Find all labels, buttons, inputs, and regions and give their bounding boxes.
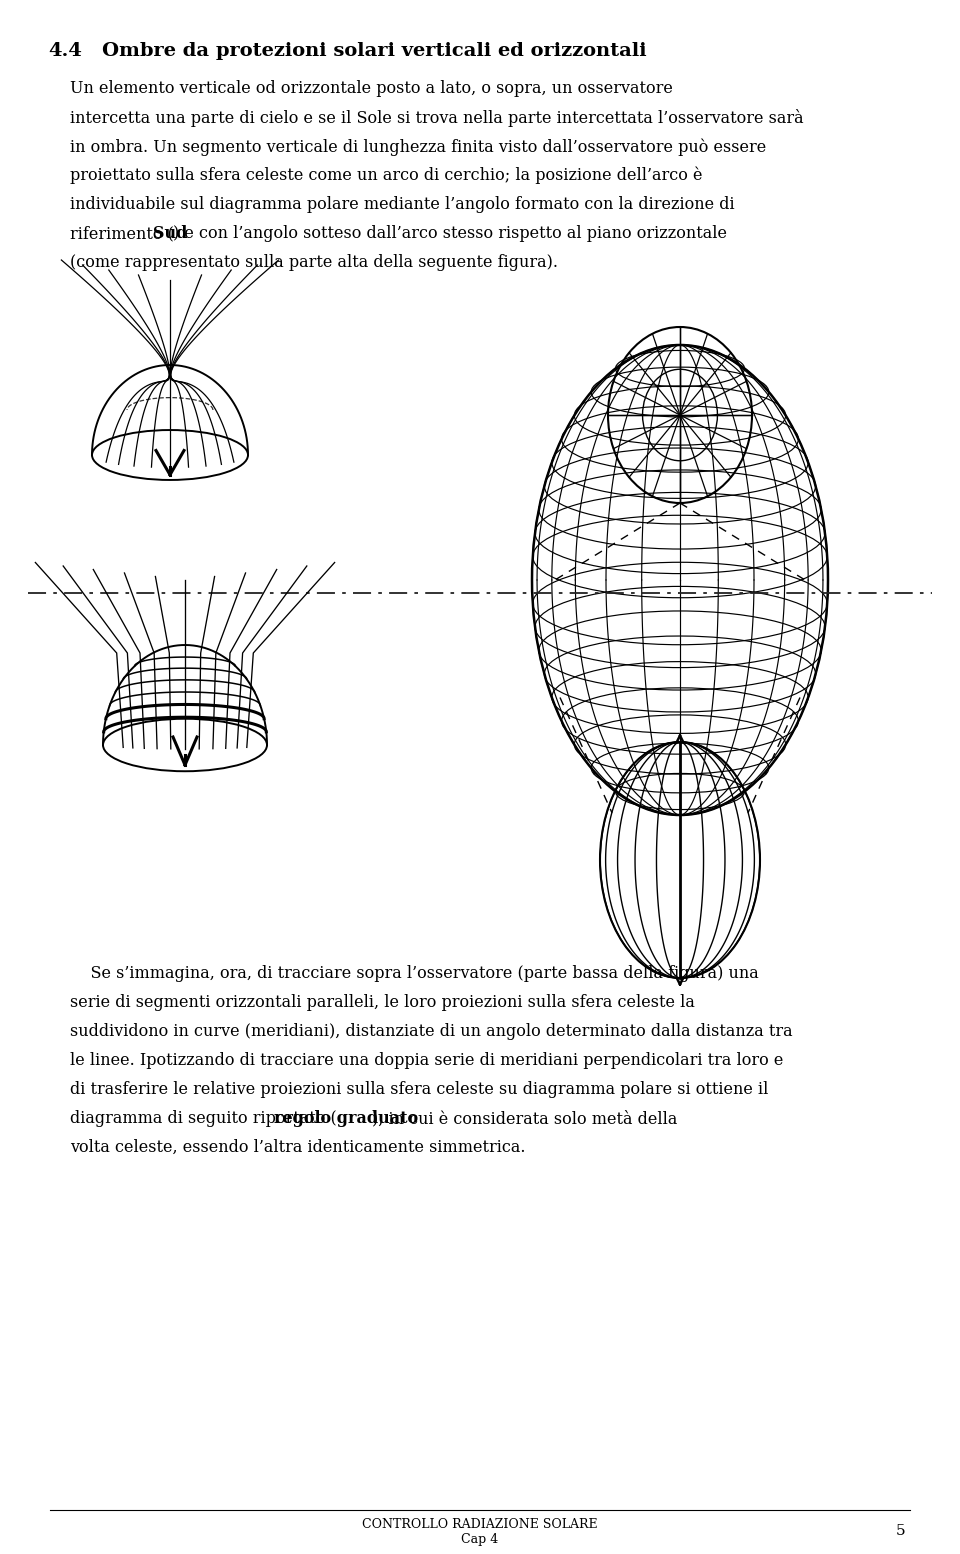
Text: diagramma di seguito riportato (: diagramma di seguito riportato ( — [70, 1110, 337, 1127]
Text: Un elemento verticale od orizzontale posto a lato, o sopra, un osservatore: Un elemento verticale od orizzontale pos… — [70, 79, 673, 96]
Text: (come rappresentato sulla parte alta della seguente figura).: (come rappresentato sulla parte alta del… — [70, 253, 558, 270]
Text: Se s’immagina, ora, di tracciare sopra l’osservatore (parte bassa della figura) : Se s’immagina, ora, di tracciare sopra l… — [70, 965, 758, 982]
Text: 4.4: 4.4 — [48, 42, 82, 61]
Text: regolo graduato: regolo graduato — [275, 1110, 419, 1127]
Text: individuabile sul diagramma polare mediante l’angolo formato con la direzione di: individuabile sul diagramma polare media… — [70, 196, 734, 213]
Text: di trasferire le relative proiezioni sulla sfera celeste su diagramma polare si : di trasferire le relative proiezioni sul… — [70, 1082, 768, 1099]
Text: proiettato sulla sfera celeste come un arco di cerchio; la posizione dell’arco è: proiettato sulla sfera celeste come un a… — [70, 166, 703, 185]
Text: Cap 4: Cap 4 — [462, 1532, 498, 1546]
Text: CONTROLLO RADIAZIONE SOLARE: CONTROLLO RADIAZIONE SOLARE — [362, 1518, 598, 1531]
Text: ) e con l’angolo sotteso dall’arco stesso rispetto al piano orizzontale: ) e con l’angolo sotteso dall’arco stess… — [173, 225, 727, 242]
Text: intercetta una parte di cielo e se il Sole si trova nella parte intercettata l’o: intercetta una parte di cielo e se il So… — [70, 109, 804, 127]
Text: serie di segmenti orizzontali paralleli, le loro proiezioni sulla sfera celeste : serie di segmenti orizzontali paralleli,… — [70, 995, 695, 1012]
Text: 5: 5 — [896, 1524, 905, 1538]
Text: ), in cui è considerata solo metà della: ), in cui è considerata solo metà della — [372, 1110, 677, 1127]
Text: suddividono in curve (meridiani), distanziate di un angolo determinato dalla dis: suddividono in curve (meridiani), distan… — [70, 1023, 793, 1040]
Text: riferimento (: riferimento ( — [70, 225, 174, 242]
Text: le linee. Ipotizzando di tracciare una doppia serie di meridiani perpendicolari : le linee. Ipotizzando di tracciare una d… — [70, 1052, 783, 1069]
Text: Ombre da protezioni solari verticali ed orizzontali: Ombre da protezioni solari verticali ed … — [102, 42, 647, 61]
Text: volta celeste, essendo l’altra identicamente simmetrica.: volta celeste, essendo l’altra identicam… — [70, 1139, 525, 1156]
Text: in ombra. Un segmento verticale di lunghezza finita visto dall’osservatore può e: in ombra. Un segmento verticale di lungh… — [70, 138, 766, 155]
Text: Sud: Sud — [153, 225, 187, 242]
